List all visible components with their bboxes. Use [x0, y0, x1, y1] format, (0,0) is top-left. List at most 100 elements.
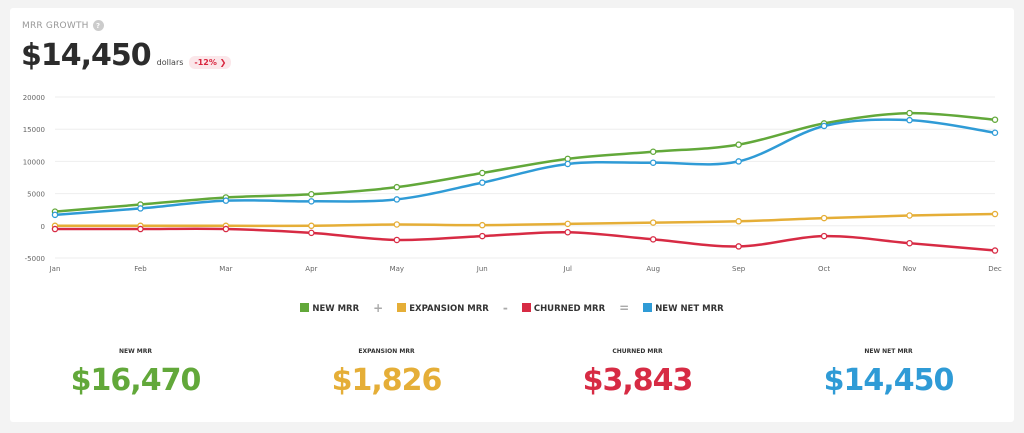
x-tick-label: Nov — [903, 265, 917, 273]
stats-row: NEW MRR $16,470 EXPANSION MRR $1,826 CHURNED… — [10, 348, 1014, 398]
help-icon[interactable]: ? — [92, 20, 104, 31]
data-point — [393, 236, 401, 244]
stat-block: NEW NET MRR $14,450 — [763, 348, 1014, 398]
data-point — [991, 210, 999, 218]
x-tick-label: Apr — [305, 265, 317, 273]
data-point — [222, 225, 230, 233]
x-tick-label: May — [390, 265, 404, 273]
data-point — [308, 222, 315, 230]
data-point — [222, 197, 230, 204]
legend-label: NEW NET MRR — [655, 303, 724, 314]
stat-value: $16,470 — [70, 363, 202, 398]
legend-operator: = — [619, 301, 630, 315]
stat-value: $3,843 — [582, 363, 694, 398]
series-line — [54, 118, 996, 217]
data-point — [51, 225, 59, 233]
legend-swatch — [397, 302, 407, 312]
data-point — [991, 129, 999, 136]
data-point — [393, 196, 401, 203]
data-point — [308, 229, 315, 237]
headline-row: $14,450 dollars -12% ❯ — [21, 38, 232, 73]
stat-label: NEW NET MRR — [864, 348, 913, 355]
data-point — [735, 158, 742, 165]
title-text: MRR GROWTH — [22, 20, 89, 31]
data-point — [906, 239, 913, 247]
legend-operator: - — [502, 301, 508, 315]
stat-value: $1,826 — [331, 363, 443, 398]
data-point — [649, 219, 657, 226]
data-point — [308, 198, 315, 205]
data-point — [735, 141, 742, 148]
x-tick-label: Jan — [49, 265, 61, 273]
series-line — [54, 111, 996, 213]
data-point — [649, 148, 657, 155]
data-point — [991, 116, 999, 123]
y-tick-label: 15000 — [23, 126, 45, 134]
change-badge: -12% ❯ — [189, 56, 232, 69]
x-tick-label: Sep — [732, 265, 746, 273]
x-tick-label: Mar — [219, 265, 232, 273]
stat-label: CHURNED MRR — [612, 348, 663, 355]
data-point — [906, 109, 913, 117]
legend-item[interactable]: EXPANSION MRR — [397, 302, 489, 314]
data-point — [51, 211, 59, 219]
x-tick-label: Jul — [563, 265, 573, 273]
data-point — [479, 232, 486, 240]
data-point — [820, 214, 828, 222]
x-tick-label: Dec — [988, 265, 1002, 273]
y-tick-label: 10000 — [23, 158, 45, 166]
stat-value: $14,450 — [823, 363, 955, 398]
data-point — [820, 122, 828, 130]
data-point — [564, 160, 571, 168]
legend-swatch — [300, 302, 310, 312]
legend-label: EXPANSION MRR — [409, 303, 489, 314]
data-point — [649, 236, 657, 243]
unit-label: dollars — [156, 58, 184, 67]
x-tick-label: Aug — [646, 265, 660, 273]
x-tick-label: Feb — [134, 265, 147, 273]
legend-swatch — [643, 302, 653, 312]
line-chart: -5000 0 5000 10000 15000 20000 Jan Feb Mar Apr May… — [23, 94, 1002, 273]
stat-block: CHURNED MRR $3,843 — [512, 348, 763, 398]
data-point — [479, 169, 486, 177]
legend-label: CHURNED MRR — [533, 303, 606, 314]
x-tick-label: Oct — [818, 265, 830, 273]
stat-label: NEW MRR — [118, 348, 153, 355]
x-tick-label: Jun — [476, 265, 488, 273]
data-point — [906, 116, 913, 124]
data-point — [308, 190, 315, 198]
stat-block: EXPANSION MRR $1,826 — [261, 348, 512, 398]
data-point — [991, 247, 999, 254]
legend-item[interactable]: NEW MRR — [300, 302, 360, 314]
legend-item[interactable]: NEW NET MRR — [643, 302, 724, 314]
data-point — [735, 243, 742, 250]
y-tick-label: -5000 — [25, 255, 45, 263]
series-line — [55, 212, 996, 228]
stat-label: EXPANSION MRR — [358, 348, 415, 355]
data-point — [393, 183, 401, 191]
stat-block: NEW MRR $16,470 — [10, 348, 261, 398]
data-point — [906, 212, 913, 219]
legend-operator: + — [373, 301, 384, 315]
y-tick-label: 0 — [41, 223, 45, 231]
data-point — [735, 218, 742, 225]
data-point — [564, 228, 571, 236]
legend: NEW MRR + EXPANSION MRR - CHURNED MRR = NEW NE… — [10, 301, 1014, 315]
series-line — [54, 227, 996, 252]
data-point — [479, 179, 486, 186]
data-point — [137, 205, 144, 212]
legend-item[interactable]: CHURNED MRR — [521, 302, 606, 314]
card-title: MRR GROWTH ? — [22, 20, 104, 31]
y-tick-label: 20000 — [23, 94, 45, 102]
data-point — [820, 232, 828, 240]
data-point — [137, 225, 144, 233]
total-value: $14,450 — [21, 38, 152, 73]
mrr-growth-card: MRR GROWTH ? $14,450 dollars -12% ❯ -500… — [10, 8, 1014, 422]
data-point — [393, 221, 401, 228]
y-tick-label: 5000 — [27, 191, 45, 199]
data-point — [564, 155, 571, 163]
legend-label: NEW MRR — [312, 303, 360, 314]
legend-swatch — [521, 302, 531, 312]
data-point — [564, 220, 571, 228]
data-point — [479, 221, 486, 229]
